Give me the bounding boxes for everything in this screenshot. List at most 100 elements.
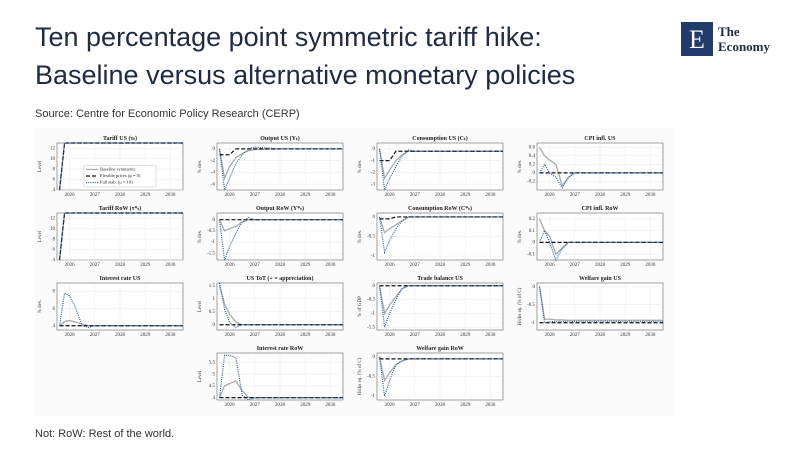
y-tick-label: 5.5 bbox=[209, 361, 216, 366]
y-tick-label: 1 bbox=[213, 297, 216, 302]
x-tick-label: 2029 bbox=[460, 193, 471, 198]
y-tick-label: -2 bbox=[211, 159, 216, 164]
x-tick-label: 2028 bbox=[595, 263, 606, 268]
x-tick-label: 2028 bbox=[595, 333, 606, 338]
y-tick-label: -0.5 bbox=[527, 303, 535, 308]
y-axis-label: Level bbox=[38, 160, 43, 172]
x-tick-label: 2026 bbox=[65, 193, 76, 198]
x-tick-label: 2030 bbox=[165, 263, 176, 268]
legend-box bbox=[83, 165, 157, 188]
x-tick-label: 2029 bbox=[140, 263, 151, 268]
y-tick-label: -0.5 bbox=[207, 229, 215, 234]
series-line bbox=[218, 282, 343, 329]
x-tick-label: 2030 bbox=[645, 193, 656, 198]
series-line bbox=[538, 286, 663, 324]
x-tick-label: 2029 bbox=[140, 333, 151, 338]
x-tick-label: 2028 bbox=[275, 263, 286, 268]
y-tick-label: -2 bbox=[371, 171, 376, 176]
x-tick-label: 2029 bbox=[460, 263, 471, 268]
x-tick-label: 2029 bbox=[620, 193, 631, 198]
x-tick-label: 2028 bbox=[435, 263, 446, 268]
x-tick-label: 2027 bbox=[250, 333, 261, 338]
series-line bbox=[539, 163, 663, 190]
x-tick-label: 2027 bbox=[410, 333, 421, 338]
x-tick-label: 2028 bbox=[115, 193, 126, 198]
y-tick-label: -3 bbox=[371, 182, 376, 187]
y-tick-label: -1 bbox=[371, 312, 376, 317]
panel-title: US ToT (+ = appreciation) bbox=[247, 275, 314, 282]
y-axis-label: % dev. bbox=[38, 300, 43, 314]
panel-title: CPI infl. US bbox=[584, 136, 616, 142]
x-tick-label: 2029 bbox=[300, 403, 311, 408]
y-axis-label: % dev. bbox=[518, 230, 523, 244]
y-tick-label: -1 bbox=[371, 159, 376, 164]
x-tick-label: 2030 bbox=[325, 263, 336, 268]
y-tick-label: 4 bbox=[53, 188, 56, 193]
x-tick-label: 2028 bbox=[275, 193, 286, 198]
panel-title: Interest rate US bbox=[100, 276, 142, 282]
x-tick-label: 2027 bbox=[570, 263, 581, 268]
y-tick-label: -0.5 bbox=[367, 298, 375, 303]
y-axis-label: % dev. bbox=[198, 230, 203, 244]
y-tick-label: 0.2 bbox=[529, 163, 536, 168]
y-axis-label: Level bbox=[198, 300, 203, 312]
y-tick-label: 6 bbox=[53, 248, 56, 253]
y-axis-label: % dev. bbox=[358, 160, 363, 174]
y-tick-label: 4 bbox=[53, 324, 56, 329]
y-tick-label: 0 bbox=[213, 218, 216, 223]
series-line bbox=[218, 354, 343, 401]
y-tick-label: 12 bbox=[50, 216, 56, 221]
y-axis-label: % dev. bbox=[198, 160, 203, 174]
x-tick-label: 2028 bbox=[435, 403, 446, 408]
title-line: Ten percentage point symmetric tariff hi… bbox=[35, 22, 542, 52]
title-line: Baseline versus alternative monetary pol… bbox=[35, 60, 575, 90]
y-tick-label: 1.5 bbox=[209, 284, 216, 289]
series-line bbox=[378, 285, 503, 328]
x-tick-label: 2029 bbox=[460, 403, 471, 408]
y-axis-label: % dev. bbox=[358, 230, 363, 244]
panel-title: Welfare gain US bbox=[579, 276, 622, 282]
x-tick-label: 2027 bbox=[90, 333, 101, 338]
y-tick-label: 0 bbox=[533, 285, 536, 290]
series-line bbox=[218, 219, 343, 232]
y-axis-label: % dev. bbox=[518, 160, 523, 174]
logo-box bbox=[681, 22, 713, 56]
x-tick-label: 2029 bbox=[620, 333, 631, 338]
legend-label: Baseline symmetric bbox=[100, 167, 136, 172]
y-tick-label: 0.6 bbox=[529, 145, 536, 150]
y-tick-label: 0 bbox=[533, 241, 536, 246]
x-tick-label: 2026 bbox=[225, 263, 236, 268]
x-tick-label: 2027 bbox=[250, 403, 261, 408]
x-tick-label: 2027 bbox=[250, 263, 261, 268]
x-tick-label: 2030 bbox=[645, 263, 656, 268]
y-tick-label: 0.4 bbox=[529, 154, 536, 159]
series-line bbox=[58, 292, 183, 329]
x-tick-label: 2026 bbox=[385, 193, 396, 198]
panel-title: Output RoW (Y*ₜ) bbox=[256, 205, 304, 212]
y-tick-label: 10 bbox=[50, 157, 56, 162]
y-tick-label: -1 bbox=[531, 321, 536, 326]
series-line bbox=[59, 319, 183, 327]
series-line bbox=[538, 229, 663, 262]
y-tick-label: 0 bbox=[373, 147, 376, 152]
x-tick-label: 2030 bbox=[165, 333, 176, 338]
x-tick-label: 2027 bbox=[90, 263, 101, 268]
y-tick-label: -0.5 bbox=[367, 375, 375, 380]
y-tick-label: 10 bbox=[50, 227, 56, 232]
x-tick-label: 2028 bbox=[115, 263, 126, 268]
legend-label: Full stab. (μ = 10) bbox=[100, 180, 133, 185]
series-line bbox=[378, 216, 503, 255]
x-tick-label: 2028 bbox=[435, 333, 446, 338]
y-tick-label: 0 bbox=[373, 355, 376, 360]
y-tick-label: 0.1 bbox=[529, 229, 536, 234]
panel-title: Output US (Yₜ) bbox=[260, 135, 299, 142]
y-tick-label: 4.5 bbox=[209, 384, 216, 389]
y-tick-label: -4 bbox=[211, 171, 216, 176]
x-tick-label: 2026 bbox=[385, 263, 396, 268]
y-tick-label: 8 bbox=[53, 290, 56, 295]
y-axis-label: Level bbox=[38, 230, 43, 242]
series-line bbox=[218, 146, 343, 193]
x-tick-label: 2028 bbox=[115, 333, 126, 338]
x-tick-label: 2027 bbox=[90, 193, 101, 198]
footer: Not: RoW: Rest of the world. bbox=[35, 428, 174, 440]
